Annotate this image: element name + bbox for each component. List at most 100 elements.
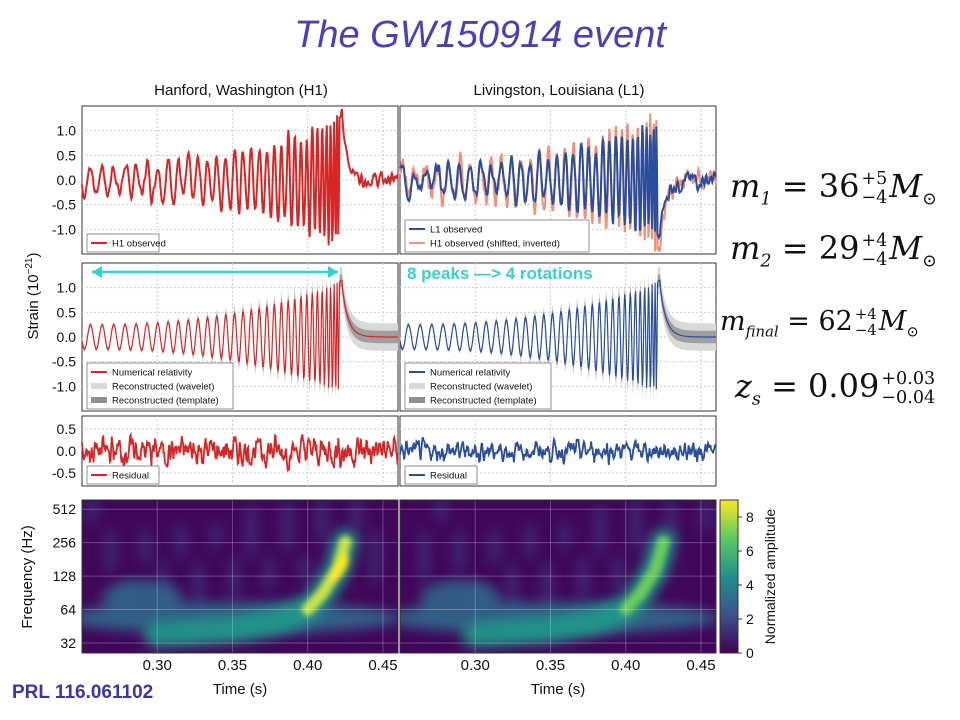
freq-tick-label: 32 — [60, 635, 76, 651]
spectrogram: 512 256 128 64 32 — [53, 499, 717, 654]
legend-label: Residual — [112, 471, 149, 482]
x-tick-label: 0.35 — [536, 657, 565, 674]
x-tick-label: 0.35 — [218, 657, 247, 674]
legend-observed-h1: H1 observed — [86, 233, 166, 253]
y-tick-label: -0.5 — [52, 354, 76, 370]
noise-blob — [524, 522, 536, 560]
chirp-track-core — [619, 535, 670, 616]
noise-blob — [228, 554, 240, 602]
noise-blob — [192, 560, 204, 608]
strain-panels: 1.0 0.5 0.0 -0.5 -1.0 1.0 0.5 0.0 -0.5 -1.0 0.5 0.0… — [52, 105, 717, 487]
noise-blob — [175, 522, 187, 560]
strain-axis-label: Strain (10−21) — [24, 252, 42, 339]
legend-model-l1: Numerical relativity Reconstructed (wavel… — [404, 362, 552, 410]
noise-blob — [700, 500, 712, 534]
h1-observed-line — [81, 108, 399, 246]
peaks-annotation: 8 peaks —> 4 rotations — [407, 264, 593, 283]
colorbar-label: Normalized amplitude — [762, 509, 778, 645]
freq-tick-label: 128 — [53, 568, 77, 584]
equation-m1: m1 = 36 +5 −4 M⊙ — [730, 167, 937, 210]
arrow-head-left — [92, 266, 102, 278]
noise-blob — [488, 528, 500, 566]
legend-label: H1 observed — [112, 239, 166, 250]
colorbar-gradient — [719, 499, 739, 654]
y-tick-label: -1.0 — [52, 221, 76, 237]
noise-blob — [86, 500, 98, 524]
equation-zs: zs = 0.09 +0.03 −0.04 — [735, 367, 936, 410]
colorbar-tick-label: 6 — [746, 543, 754, 559]
legend-box — [86, 465, 160, 485]
colorbar: 0 2 4 6 8 Normalized amplitude — [719, 499, 778, 661]
y-tick-label: 0.0 — [57, 329, 77, 345]
noise-blob — [541, 560, 553, 608]
y-tick-label: 0.5 — [57, 304, 77, 320]
legend-label: Reconstructed (wavelet) — [112, 382, 214, 393]
track-peak — [329, 554, 349, 583]
spectrogram-frame — [399, 499, 717, 654]
noise-blob — [594, 502, 606, 560]
strain-label-close: ) — [25, 252, 42, 257]
cyan-arrow — [92, 266, 338, 278]
colorbar-tick-label: 4 — [746, 577, 754, 593]
l1-observed-line — [399, 125, 717, 241]
noise-blob — [104, 528, 116, 576]
noise-blob — [577, 554, 589, 602]
legend-label: Reconstructed (template) — [430, 396, 537, 407]
colorbar-tick-label: 2 — [746, 611, 754, 627]
numerical-relativity-line — [81, 279, 398, 390]
x-tick-label: 0.40 — [611, 657, 640, 674]
noise-blob — [139, 528, 151, 566]
noise-blob — [245, 502, 257, 560]
y-tick-label: -0.5 — [52, 197, 76, 213]
x-tick-label: 0.40 — [293, 657, 322, 674]
x-tick-label: 0.45 — [686, 657, 715, 674]
y-tick-label: -1.0 — [52, 378, 76, 394]
x-tick-label: 0.30 — [143, 657, 172, 674]
panel-model-l1 — [399, 262, 717, 412]
spectrogram-l1 — [400, 500, 716, 653]
noise-blob — [369, 528, 381, 586]
noise-blob — [351, 500, 363, 534]
x-tick-label: 0.45 — [368, 657, 397, 674]
frequency-axis-label: Frequency (Hz) — [19, 525, 36, 628]
noise-blob — [210, 522, 222, 550]
y-tick-label: 0.0 — [57, 443, 77, 459]
paper-reference: PRL 116.061102 — [12, 682, 154, 703]
legend-label: Reconstructed (template) — [112, 396, 219, 407]
freq-tick-label: 256 — [53, 535, 77, 551]
track-core — [619, 535, 670, 616]
panel-observed-h1 — [81, 105, 399, 255]
arrow-head-right — [328, 266, 338, 278]
legend-residual-h1: Residual — [86, 465, 160, 485]
column-title-hanford: Hanford, Washington (H1) — [154, 82, 328, 99]
noise-blob — [559, 522, 571, 550]
legend-label: H1 observed (shifted, inverted) — [430, 239, 560, 250]
legend-box — [404, 362, 552, 410]
legend-box — [404, 465, 478, 485]
legend-label: Numerical relativity — [112, 368, 192, 379]
colorbar-tick-label: 8 — [746, 509, 754, 525]
y-tick-label: 1.0 — [57, 280, 77, 296]
y-tick-label: 1.0 — [57, 123, 77, 139]
noise-blob — [630, 500, 642, 554]
legend-model-h1: Numerical relativity Reconstructed (wavel… — [86, 362, 234, 410]
legend-box — [86, 362, 234, 410]
strain-label-text: Strain (10 — [25, 274, 42, 339]
noise-blob — [316, 500, 328, 544]
y-tick-label: 0.5 — [57, 421, 77, 437]
y-tick-label: -0.5 — [52, 465, 76, 481]
slide-title: The GW150914 event — [294, 14, 666, 56]
colorbar-tick-label: 0 — [746, 645, 754, 661]
x-axis-label: Time (s) — [213, 681, 267, 698]
noise-blob — [281, 500, 293, 554]
noise-blob — [298, 554, 310, 582]
legend-box — [404, 219, 590, 253]
x-axis-label: Time (s) — [531, 681, 585, 698]
noise-blob — [453, 528, 465, 576]
legend-label: L1 observed — [430, 225, 482, 236]
y-tick-label: 0.0 — [57, 172, 77, 188]
strain-label-exponent: −21 — [24, 257, 35, 274]
legend-box — [86, 233, 160, 253]
